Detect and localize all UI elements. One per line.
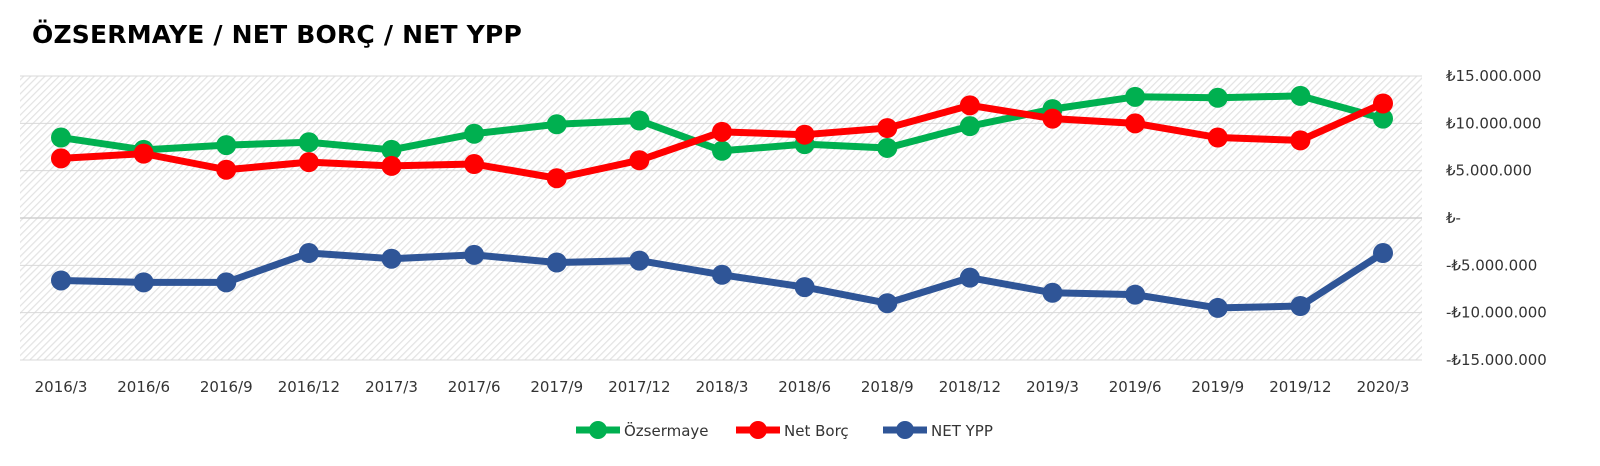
data-point xyxy=(629,150,650,171)
data-point xyxy=(464,154,485,175)
x-tick-label: 2019/9 xyxy=(1191,378,1244,396)
data-point xyxy=(546,252,567,273)
data-point xyxy=(1042,282,1063,303)
data-point xyxy=(216,135,237,156)
x-tick-label: 2016/3 xyxy=(35,378,88,396)
x-tick-label: 2016/9 xyxy=(200,378,253,396)
data-point xyxy=(1290,130,1311,151)
x-tick-label: 2017/6 xyxy=(448,378,501,396)
data-point xyxy=(794,124,815,145)
x-tick-label: 2018/9 xyxy=(861,378,914,396)
data-point xyxy=(712,121,732,142)
x-tick-label: 2017/9 xyxy=(530,378,583,396)
data-point xyxy=(546,168,567,189)
data-point xyxy=(1207,127,1228,148)
series--zsermaye xyxy=(51,85,1393,161)
x-tick-label: 2017/3 xyxy=(365,378,418,396)
data-point xyxy=(712,264,732,285)
legend-swatch-marker xyxy=(589,421,607,439)
data-point xyxy=(1207,87,1228,108)
x-tick-label: 2019/12 xyxy=(1269,378,1331,396)
legend-label: Net Borç xyxy=(784,422,849,440)
x-tick-label: 2020/3 xyxy=(1357,378,1410,396)
x-tick-label: 2016/12 xyxy=(278,378,340,396)
data-point xyxy=(877,118,898,139)
data-point xyxy=(1125,86,1146,107)
data-point xyxy=(1373,93,1393,114)
legend-label: Özsermaye xyxy=(624,421,709,440)
data-point xyxy=(877,137,898,158)
data-point xyxy=(133,143,154,164)
data-point xyxy=(464,123,485,144)
x-tick-label: 2017/12 xyxy=(608,378,670,396)
data-point xyxy=(1373,243,1393,264)
data-point xyxy=(381,155,402,176)
legend-swatch-marker xyxy=(749,421,767,439)
data-point xyxy=(712,140,732,161)
data-point xyxy=(216,272,237,293)
data-point xyxy=(51,127,71,148)
legend-swatch-marker xyxy=(896,421,914,439)
data-point xyxy=(1042,108,1063,129)
data-point xyxy=(1207,297,1228,318)
y-tick-label: -₺15.000.000 xyxy=(1446,351,1547,369)
chart-title: ÖZSERMAYE / NET BORÇ / NET YPP xyxy=(32,20,522,49)
legend-item: Net Borç xyxy=(736,421,849,440)
series-net-bor- xyxy=(51,93,1393,189)
y-tick-label: -₺5.000.000 xyxy=(1446,256,1537,274)
y-tick-label: ₺15.000.000 xyxy=(1446,67,1541,85)
data-point xyxy=(959,116,980,137)
data-point xyxy=(298,243,319,264)
data-point xyxy=(464,244,485,265)
data-point xyxy=(51,148,71,169)
x-tick-label: 2018/12 xyxy=(939,378,1001,396)
data-point xyxy=(794,277,815,298)
data-point xyxy=(298,152,319,173)
y-tick-label: ₺10.000.000 xyxy=(1446,114,1541,132)
data-point xyxy=(546,114,567,135)
legend-label: NET YPP xyxy=(931,422,993,440)
data-point xyxy=(959,267,980,288)
legend-item: Özsermaye xyxy=(576,421,709,440)
data-point xyxy=(298,132,319,153)
data-point xyxy=(629,250,650,271)
data-point xyxy=(1125,113,1146,134)
data-point xyxy=(1125,284,1146,305)
y-tick-label: -₺10.000.000 xyxy=(1446,304,1547,322)
series-net-ypp xyxy=(51,243,1393,318)
data-point xyxy=(216,159,237,180)
data-point xyxy=(133,272,154,293)
y-tick-label: ₺5.000.000 xyxy=(1446,162,1532,180)
data-point xyxy=(877,293,898,314)
data-point xyxy=(1373,108,1393,129)
x-tick-label: 2019/3 xyxy=(1026,378,1079,396)
data-point xyxy=(1290,85,1311,106)
y-tick-label: ₺- xyxy=(1446,209,1461,227)
data-point xyxy=(629,110,650,131)
data-point xyxy=(1290,296,1311,317)
x-tick-label: 2016/6 xyxy=(117,378,170,396)
legend-item: NET YPP xyxy=(883,421,993,440)
x-tick-label: 2018/6 xyxy=(778,378,831,396)
data-point xyxy=(959,95,980,116)
data-point xyxy=(381,248,402,269)
x-tick-label: 2019/6 xyxy=(1109,378,1162,396)
x-tick-label: 2018/3 xyxy=(696,378,749,396)
data-point xyxy=(51,270,71,291)
data-point xyxy=(381,139,402,160)
